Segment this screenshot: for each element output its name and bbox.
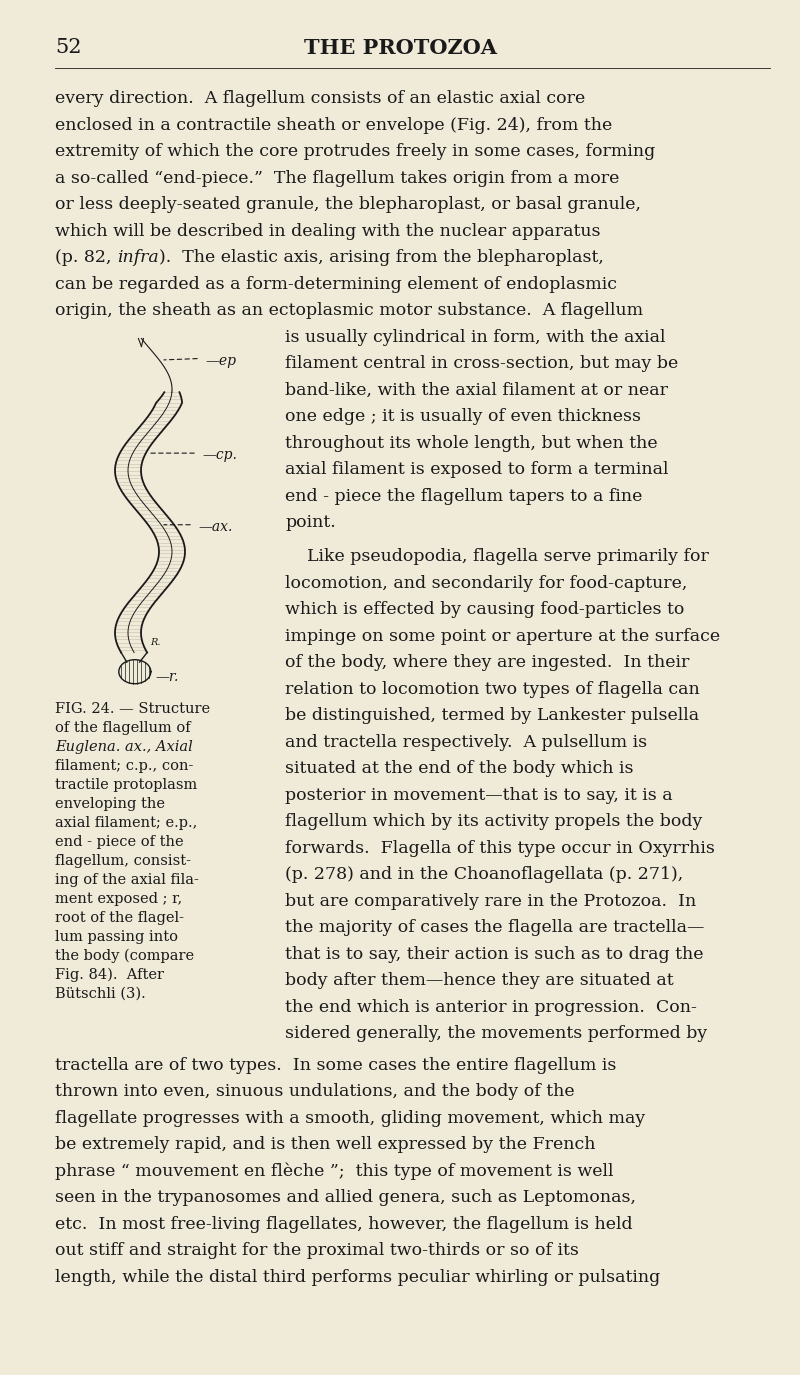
- Text: infra: infra: [117, 249, 158, 265]
- Text: 52: 52: [55, 38, 82, 56]
- Text: (p. 278) and in the Choanoflagellata (p. 271),: (p. 278) and in the Choanoflagellata (p.…: [285, 866, 683, 884]
- Text: one edge ; it is usually of even thickness: one edge ; it is usually of even thickne…: [285, 408, 641, 425]
- Text: axial filament is exposed to form a terminal: axial filament is exposed to form a term…: [285, 461, 669, 478]
- Text: (p. 82,: (p. 82,: [55, 249, 117, 265]
- Text: and tractella respectively.  A pulsellum is: and tractella respectively. A pulsellum …: [285, 734, 647, 751]
- Text: forwards.  Flagella of this type occur in Oxyrrhis: forwards. Flagella of this type occur in…: [285, 840, 715, 857]
- Text: body after them—hence they are situated at: body after them—hence they are situated …: [285, 972, 674, 990]
- Text: —ax.: —ax.: [198, 520, 232, 534]
- Text: tractella are of two types.  In some cases the entire flagellum is: tractella are of two types. In some case…: [55, 1057, 616, 1074]
- Text: flagellate progresses with a smooth, gliding movement, which may: flagellate progresses with a smooth, gli…: [55, 1110, 646, 1127]
- Text: end - piece of the: end - piece of the: [55, 835, 184, 848]
- Text: the body (compare: the body (compare: [55, 949, 194, 962]
- Text: axial filament; e.p.,: axial filament; e.p.,: [55, 815, 198, 829]
- Text: Like pseudopodia, flagella serve primarily for: Like pseudopodia, flagella serve primari…: [285, 549, 709, 565]
- Text: the majority of cases the flagella are tractella—: the majority of cases the flagella are t…: [285, 920, 704, 936]
- Text: —cp.: —cp.: [202, 448, 237, 462]
- Text: THE PROTOZOA: THE PROTOZOA: [303, 38, 497, 58]
- Text: FIG. 24. — Structure: FIG. 24. — Structure: [55, 701, 210, 716]
- Text: band-like, with the axial filament at or near: band-like, with the axial filament at or…: [285, 381, 668, 399]
- Text: —ep: —ep: [205, 353, 236, 367]
- Text: extremity of which the core protrudes freely in some cases, forming: extremity of which the core protrudes fr…: [55, 143, 655, 160]
- Text: posterior in movement—that is to say, it is a: posterior in movement—that is to say, it…: [285, 786, 673, 804]
- Text: every direction.  A flagellum consists of an elastic axial core: every direction. A flagellum consists of…: [55, 89, 586, 107]
- Text: origin, the sheath as an ectoplasmic motor substance.  A flagellum: origin, the sheath as an ectoplasmic mot…: [55, 302, 643, 319]
- Text: a so-called “end-piece.”  The flagellum takes origin from a more: a so-called “end-piece.” The flagellum t…: [55, 169, 619, 187]
- Text: end - piece the flagellum tapers to a fine: end - piece the flagellum tapers to a fi…: [285, 488, 642, 505]
- Text: is usually cylindrical in form, with the axial: is usually cylindrical in form, with the…: [285, 329, 666, 345]
- Text: R.: R.: [150, 638, 160, 646]
- Text: tractile protoplasm: tractile protoplasm: [55, 778, 198, 792]
- Text: relation to locomotion two types of flagella can: relation to locomotion two types of flag…: [285, 681, 700, 698]
- Text: —r.: —r.: [156, 670, 179, 683]
- Text: root of the flagel-: root of the flagel-: [55, 910, 184, 925]
- Text: be distinguished, termed by Lankester pulsella: be distinguished, termed by Lankester pu…: [285, 708, 699, 725]
- Text: ).  The elastic axis, arising from the blepharoplast,: ). The elastic axis, arising from the bl…: [158, 249, 604, 265]
- Text: can be regarded as a form-determining element of endoplasmic: can be regarded as a form-determining el…: [55, 275, 617, 293]
- Text: but are comparatively rare in the Protozoa.  In: but are comparatively rare in the Protoz…: [285, 892, 696, 910]
- Text: point.: point.: [285, 514, 336, 531]
- Text: locomotion, and secondarily for food-capture,: locomotion, and secondarily for food-cap…: [285, 575, 687, 593]
- Text: which is effected by causing food-particles to: which is effected by causing food-partic…: [285, 601, 684, 619]
- Text: ment exposed ; r,: ment exposed ; r,: [55, 892, 182, 906]
- Text: Euglena. ax., Axial: Euglena. ax., Axial: [55, 740, 193, 754]
- Text: out stiff and straight for the proximal two-thirds or so of its: out stiff and straight for the proximal …: [55, 1243, 579, 1260]
- Text: thrown into even, sinuous undulations, and the body of the: thrown into even, sinuous undulations, a…: [55, 1084, 574, 1100]
- Text: of the flagellum of: of the flagellum of: [55, 720, 190, 734]
- Text: lum passing into: lum passing into: [55, 930, 178, 943]
- Text: Bütschli (3).: Bütschli (3).: [55, 987, 146, 1001]
- Text: sidered generally, the movements performed by: sidered generally, the movements perform…: [285, 1026, 707, 1042]
- Text: ing of the axial fila-: ing of the axial fila-: [55, 873, 199, 887]
- Text: be extremely rapid, and is then well expressed by the French: be extremely rapid, and is then well exp…: [55, 1137, 595, 1154]
- Text: or less deeply-seated granule, the blepharoplast, or basal granule,: or less deeply-seated granule, the bleph…: [55, 197, 641, 213]
- Text: of the body, where they are ingested.  In their: of the body, where they are ingested. In…: [285, 654, 690, 671]
- Text: filament central in cross-section, but may be: filament central in cross-section, but m…: [285, 355, 678, 373]
- Text: throughout its whole length, but when the: throughout its whole length, but when th…: [285, 434, 658, 451]
- Text: length, while the distal third performs peculiar whirling or pulsating: length, while the distal third performs …: [55, 1269, 660, 1286]
- Text: Fig. 84).  After: Fig. 84). After: [55, 968, 164, 982]
- Text: which will be described in dealing with the nuclear apparatus: which will be described in dealing with …: [55, 223, 601, 239]
- Text: situated at the end of the body which is: situated at the end of the body which is: [285, 760, 634, 777]
- Text: etc.  In most free-living flagellates, however, the flagellum is held: etc. In most free-living flagellates, ho…: [55, 1216, 633, 1233]
- Text: the end which is anterior in progression.  Con-: the end which is anterior in progression…: [285, 1000, 697, 1016]
- Text: that is to say, their action is such as to drag the: that is to say, their action is such as …: [285, 946, 703, 962]
- Text: enclosed in a contractile sheath or envelope (Fig. 24), from the: enclosed in a contractile sheath or enve…: [55, 117, 612, 133]
- Text: seen in the trypanosomes and allied genera, such as Leptomonas,: seen in the trypanosomes and allied gene…: [55, 1189, 636, 1206]
- Text: enveloping the: enveloping the: [55, 796, 165, 811]
- Text: phrase “ mouvement en flèche ”;  this type of movement is well: phrase “ mouvement en flèche ”; this typ…: [55, 1163, 614, 1181]
- Text: flagellum which by its activity propels the body: flagellum which by its activity propels …: [285, 814, 702, 830]
- Text: impinge on some point or aperture at the surface: impinge on some point or aperture at the…: [285, 628, 720, 645]
- Text: filament; c.p., con-: filament; c.p., con-: [55, 759, 194, 773]
- Text: flagellum, consist-: flagellum, consist-: [55, 854, 191, 868]
